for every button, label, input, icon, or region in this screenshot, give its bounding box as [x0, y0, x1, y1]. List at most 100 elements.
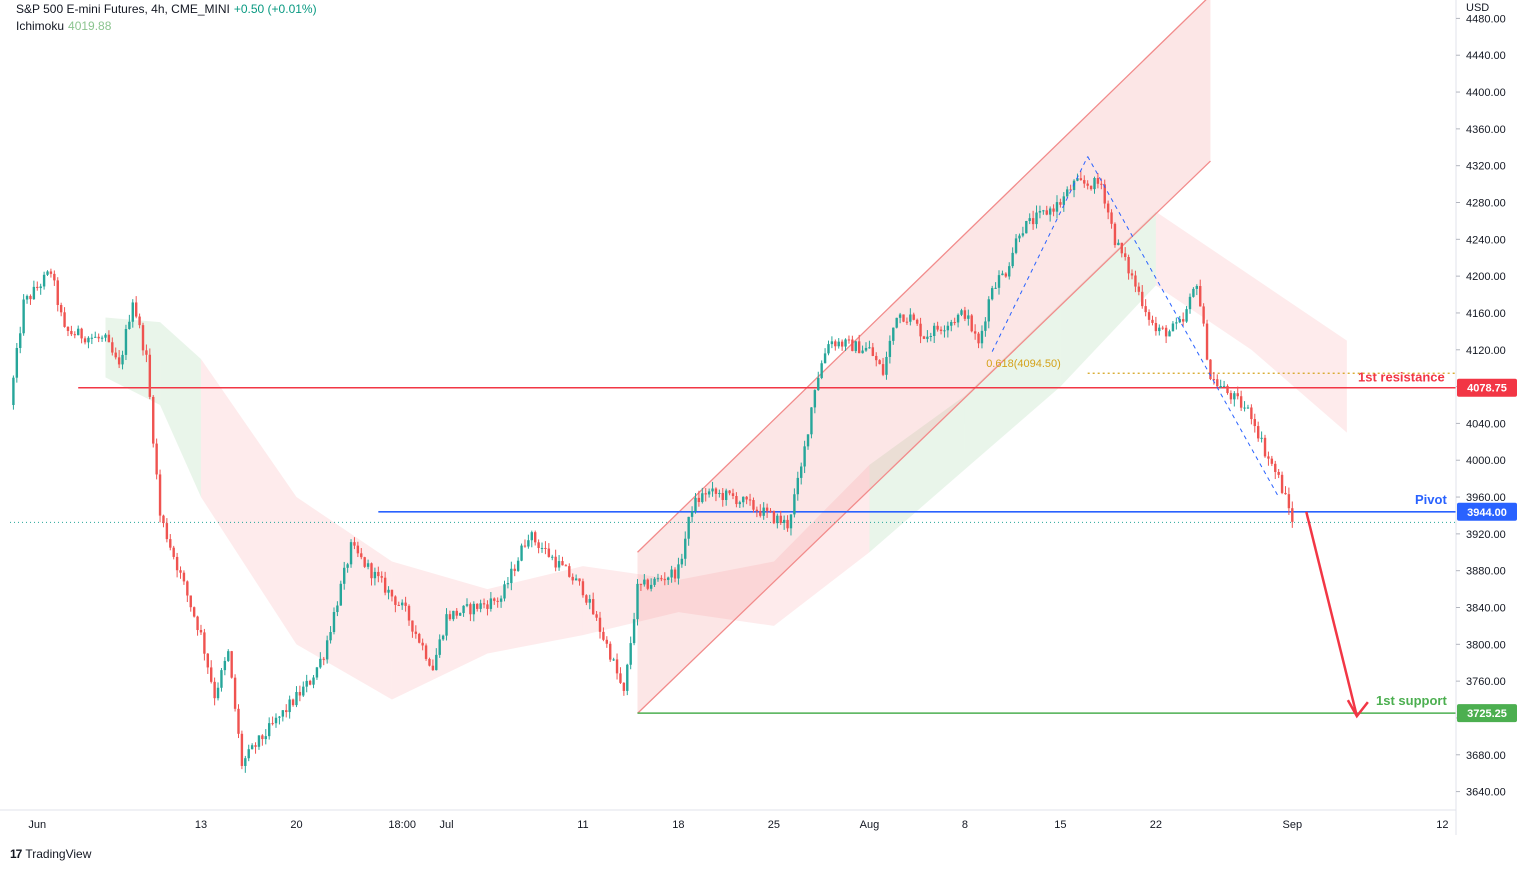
- time-tick-label: 15: [1054, 819, 1066, 831]
- candle-body: [1130, 273, 1134, 276]
- candle-body: [834, 341, 837, 347]
- candle-body: [441, 635, 445, 640]
- resistance-label: 1st resistance: [1358, 370, 1445, 385]
- candle-body: [1096, 177, 1100, 184]
- candle-body: [363, 557, 366, 567]
- candle-body: [1158, 327, 1161, 332]
- candle-body: [933, 325, 936, 336]
- candle-body: [929, 335, 933, 337]
- candle-body: [765, 507, 769, 511]
- candle-body: [196, 616, 199, 631]
- candle-body: [574, 578, 578, 581]
- candle-body: [687, 516, 690, 539]
- candle-body: [49, 271, 53, 274]
- candle-body: [564, 565, 568, 567]
- symbol-title: S&P 500 E-mini Futures, 4h, CME_MINI: [16, 2, 230, 16]
- candle-body: [493, 598, 496, 601]
- candle-body: [1277, 471, 1280, 475]
- pivot-label: Pivot: [1415, 492, 1447, 507]
- candle-body: [390, 589, 394, 597]
- candle-body: [421, 642, 424, 646]
- candle-body: [394, 596, 397, 605]
- drawings[interactable]: [991, 156, 1369, 719]
- swing-dashed-line[interactable]: [1087, 156, 1280, 498]
- resistance-price-tag[interactable]: [1457, 378, 1517, 397]
- candle-body: [1035, 212, 1038, 225]
- candle-body: [544, 547, 547, 549]
- candle-body: [510, 568, 513, 584]
- candle-body: [56, 280, 59, 305]
- candle-body: [595, 614, 598, 618]
- candle-body: [1222, 385, 1226, 387]
- candle-body: [438, 639, 441, 655]
- chart-legend-indicator[interactable]: Ichimoku 4019.88: [16, 19, 111, 33]
- price-tick-label: 4280.00: [1466, 198, 1506, 210]
- channel-lower-line[interactable]: [637, 160, 1211, 714]
- cloud-segment: [964, 303, 1061, 470]
- candle-body: [1062, 196, 1066, 205]
- candle-body: [776, 515, 779, 524]
- candle-body: [189, 595, 192, 608]
- candle-body: [131, 302, 134, 322]
- candle-body: [1018, 235, 1021, 239]
- candle-body: [353, 542, 356, 546]
- candle-body: [742, 496, 745, 503]
- pivot-price-tag-label: 3944.00: [1467, 507, 1507, 519]
- cloud-segment: [1251, 276, 1347, 433]
- cloud-segment: [200, 358, 297, 645]
- candle-body: [591, 599, 595, 615]
- candle-body: [94, 336, 97, 338]
- support-price-tag[interactable]: [1457, 704, 1517, 723]
- candle-body: [418, 633, 421, 643]
- candle-body: [414, 631, 418, 634]
- candle-body: [22, 299, 25, 334]
- candle-body: [1066, 189, 1069, 197]
- cloud-segment: [869, 395, 965, 553]
- candle-body: [1253, 419, 1256, 427]
- forecast-arrow-shaft[interactable]: [1305, 511, 1359, 717]
- price-change: +0.50 (+0.01%): [233, 2, 317, 16]
- candle-body: [29, 295, 32, 300]
- candle-body: [684, 538, 687, 559]
- chart-legend-symbol[interactable]: S&P 500 E-mini Futures, 4h, CME_MINI +0.5…: [16, 2, 317, 16]
- candle-body: [1199, 285, 1202, 307]
- cloud-segment: [773, 464, 870, 626]
- parallel-channel[interactable]: [637, 0, 1211, 714]
- candle-body: [192, 607, 196, 617]
- candle-body: [718, 492, 721, 494]
- candle-body: [963, 310, 967, 319]
- candle-body: [455, 610, 458, 616]
- candle-body: [800, 466, 803, 478]
- price-tick-label: 3840.00: [1466, 603, 1506, 615]
- channel-upper-line[interactable]: [637, 0, 1211, 553]
- candle-body: [1089, 185, 1093, 190]
- candle-body: [513, 568, 516, 571]
- candle-body: [680, 558, 684, 565]
- candle-body: [227, 651, 230, 661]
- candle-body: [298, 691, 302, 696]
- candle-body: [1120, 242, 1123, 254]
- tradingview-brand[interactable]: 17 TradingView: [10, 847, 91, 861]
- candle-body: [827, 344, 830, 354]
- candle-body: [1110, 212, 1113, 224]
- candle-body: [220, 670, 223, 688]
- candle-body: [1195, 285, 1199, 289]
- candle-body: [472, 603, 476, 615]
- candle-body: [1161, 327, 1164, 329]
- candle-body: [237, 708, 240, 734]
- price-tick-label: 4160.00: [1466, 308, 1506, 320]
- candle-body: [864, 347, 868, 351]
- candle-body: [1239, 396, 1243, 408]
- candle-body: [820, 363, 823, 378]
- candle-body: [643, 579, 646, 585]
- candle-body: [1181, 319, 1185, 322]
- candle-body: [936, 325, 939, 330]
- pivot-price-tag[interactable]: [1457, 502, 1517, 521]
- candle-body: [1185, 309, 1188, 322]
- candle-body: [632, 619, 636, 644]
- candle-body: [1192, 288, 1195, 297]
- candle-body: [1243, 407, 1246, 409]
- candle-body: [1188, 296, 1192, 310]
- price-tick-label: 4120.00: [1466, 345, 1506, 357]
